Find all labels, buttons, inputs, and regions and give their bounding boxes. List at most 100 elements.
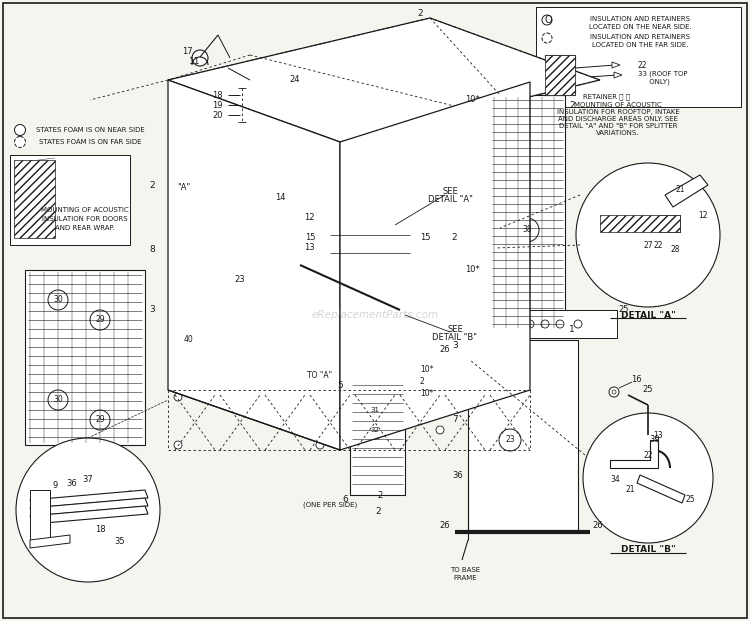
Text: STATES FOAM IS ON FAR SIDE: STATES FOAM IS ON FAR SIDE [39,139,141,145]
Text: 15: 15 [304,233,315,242]
Circle shape [321,235,339,253]
Circle shape [366,421,384,439]
Text: (ONE PER SIDE): (ONE PER SIDE) [303,502,357,508]
Bar [25,270,145,445]
Polygon shape [14,160,55,238]
Text: TO BASE: TO BASE [450,567,480,573]
Circle shape [515,218,539,242]
Polygon shape [614,72,622,78]
Text: LOCATED ON THE FAR SIDE.: LOCATED ON THE FAR SIDE. [592,42,688,48]
Text: INSULATION AND RETAINERS: INSULATION AND RETAINERS [590,34,690,40]
Polygon shape [340,82,530,450]
Text: 35: 35 [115,538,125,546]
Circle shape [48,290,68,310]
Polygon shape [612,62,620,68]
Bar [330,235,410,253]
Text: AND REAR WRAP.: AND REAR WRAP. [56,225,115,231]
Circle shape [401,235,419,253]
Bar [502,310,617,338]
Bar [536,7,741,107]
Text: 2: 2 [452,233,457,242]
Text: 5: 5 [338,381,343,389]
Circle shape [609,387,619,397]
Text: "A": "A" [177,183,190,193]
Circle shape [174,441,182,449]
Text: 13: 13 [653,430,663,440]
Text: DETAIL "B": DETAIL "B" [433,333,478,343]
Bar [468,340,578,530]
Text: DETAIL "A": DETAIL "A" [427,196,472,204]
Text: DETAIL "A" AND "B" FOR SPLITTER: DETAIL "A" AND "B" FOR SPLITTER [559,123,677,129]
Text: 11: 11 [189,58,201,66]
Text: 10*: 10* [420,389,434,397]
Text: FRAME: FRAME [453,575,477,581]
Text: 39: 39 [650,435,660,445]
Text: 36: 36 [452,471,464,479]
Polygon shape [637,475,685,503]
Circle shape [583,413,713,543]
Text: 28: 28 [670,245,680,255]
Bar [10,155,130,245]
Polygon shape [30,490,148,508]
Circle shape [316,393,324,401]
Text: 26: 26 [440,520,450,530]
Text: 6: 6 [342,496,348,504]
Circle shape [526,320,534,328]
Text: 20: 20 [212,111,223,119]
Text: 18: 18 [94,525,105,535]
Polygon shape [545,55,575,95]
Text: 3: 3 [149,306,154,314]
Circle shape [436,393,444,401]
Text: 2: 2 [420,378,424,386]
Bar [350,380,405,495]
Text: O: O [544,15,552,25]
Text: 10*: 10* [465,266,480,274]
Text: 12: 12 [304,214,314,222]
Text: 22: 22 [653,240,663,250]
Circle shape [90,410,110,430]
Circle shape [14,137,26,148]
Text: 2: 2 [375,507,381,517]
Text: 9: 9 [53,481,58,491]
Circle shape [174,393,182,401]
Text: 23: 23 [506,435,515,445]
Circle shape [542,15,552,25]
Text: 22: 22 [644,450,652,460]
Text: 23: 23 [235,276,245,284]
Circle shape [90,310,110,330]
Text: 19: 19 [212,101,223,109]
Text: SEE: SEE [442,188,458,196]
Text: 3: 3 [452,340,458,350]
Polygon shape [168,80,340,450]
Text: 18: 18 [212,91,223,99]
Text: 32: 32 [370,427,380,433]
Circle shape [556,320,564,328]
Circle shape [499,429,521,451]
Circle shape [48,390,68,410]
Text: 33 (ROOF TOP: 33 (ROOF TOP [638,71,688,77]
Text: 25: 25 [619,306,629,314]
Circle shape [45,497,51,503]
Text: 31: 31 [370,407,380,413]
Circle shape [436,426,444,434]
Text: 21: 21 [675,186,685,194]
Text: 12: 12 [698,211,708,219]
Circle shape [380,360,400,380]
Text: 26: 26 [440,345,450,355]
Text: 40: 40 [183,335,193,345]
Bar [660,215,680,232]
Text: ONLY): ONLY) [638,79,670,85]
Text: 34: 34 [610,476,620,484]
Circle shape [402,372,418,388]
Circle shape [368,348,412,392]
Text: 36: 36 [67,479,77,487]
Circle shape [127,491,133,497]
Text: INSULATION FOR ROOFTOP, INTAKE: INSULATION FOR ROOFTOP, INTAKE [556,109,680,115]
Circle shape [541,320,549,328]
Text: VARIATIONS.: VARIATIONS. [596,130,640,136]
Text: 2: 2 [377,491,382,499]
Text: 29: 29 [95,415,105,425]
Circle shape [14,124,26,135]
Polygon shape [30,498,148,516]
Polygon shape [30,490,50,540]
